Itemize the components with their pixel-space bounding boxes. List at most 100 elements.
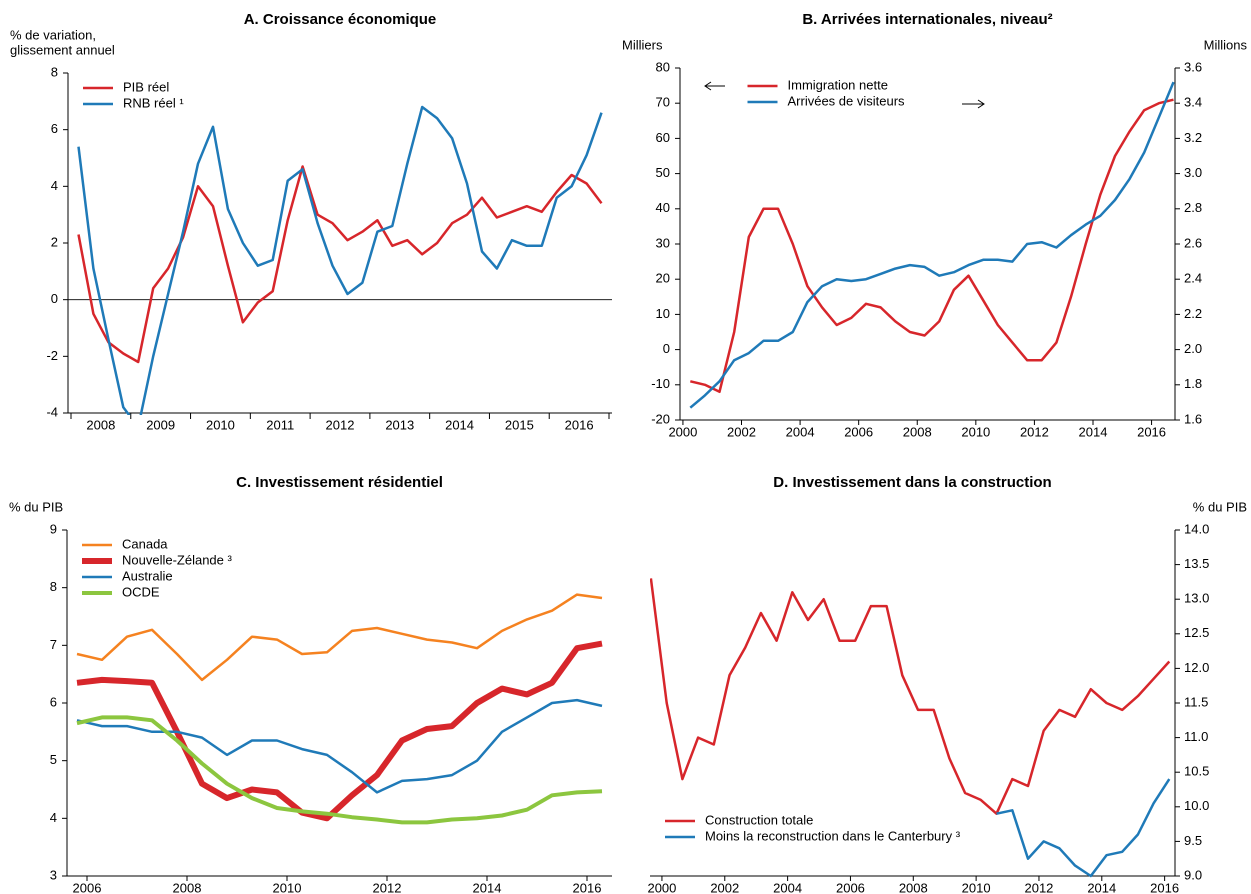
- series-line: [77, 165, 603, 364]
- y-tick-label: -20: [651, 411, 670, 426]
- arrow-right: [962, 99, 985, 109]
- y2-tick-label: 13.5: [1184, 556, 1209, 571]
- y2-tick-label: 14.0: [1184, 521, 1209, 536]
- plot-area: [77, 105, 603, 415]
- x-tick-label: 2004: [786, 424, 815, 439]
- y2-tick-label: 2.2: [1184, 306, 1202, 321]
- legend-label: Arrivées de visiteurs: [788, 93, 906, 108]
- plot-area: [650, 578, 1171, 878]
- y-tick-label: 50: [656, 165, 670, 180]
- y2-tick-label: 1.6: [1184, 411, 1202, 426]
- y2-tick-label: 2.0: [1184, 341, 1202, 356]
- arrow-left: [704, 81, 725, 91]
- y-tick-label: 30: [656, 235, 670, 250]
- y2-tick-label: 12.0: [1184, 660, 1209, 675]
- x-tick-label: 2004: [773, 880, 802, 894]
- y-tick-label: 0: [663, 341, 670, 356]
- x-tick-label: 2008: [903, 424, 932, 439]
- x-tick-label: 2014: [445, 417, 474, 432]
- y-tick-label: 2: [51, 234, 58, 249]
- series-line: [650, 578, 1171, 815]
- y-axis-label: Milliers: [622, 37, 663, 52]
- y2-axis-label: % du PIB: [1193, 499, 1247, 514]
- y2-tick-label: 10.0: [1184, 798, 1209, 813]
- x-tick-label: 2002: [710, 880, 739, 894]
- y2-tick-label: 12.5: [1184, 625, 1209, 640]
- x-tick-label: 2010: [273, 880, 302, 894]
- series-line: [76, 593, 603, 682]
- y-tick-label: 6: [51, 121, 58, 136]
- x-tick-label: 2016: [565, 417, 594, 432]
- y-tick-label: -4: [46, 404, 58, 419]
- x-tick-label: 2012: [1024, 880, 1053, 894]
- x-tick-label: 2002: [727, 424, 756, 439]
- legend-label: RNB réel ¹: [123, 95, 184, 110]
- x-tick-label: 2008: [86, 417, 115, 432]
- series-line: [77, 105, 603, 415]
- y-tick-label: 60: [656, 130, 670, 145]
- legend-label: Immigration nette: [788, 77, 888, 92]
- x-tick-label: 2009: [146, 417, 175, 432]
- x-tick-label: 2014: [473, 880, 502, 894]
- y-axis-label: % de variation,: [10, 27, 96, 42]
- y2-tick-label: 3.6: [1184, 59, 1202, 74]
- y2-tick-label: 9.0: [1184, 867, 1202, 882]
- y-tick-label: 8: [50, 579, 57, 594]
- x-tick-label: 2010: [962, 880, 991, 894]
- chart-title: C. Investissement résidentiel: [236, 474, 443, 491]
- x-tick-label: 2012: [373, 880, 402, 894]
- x-tick-label: 2010: [206, 417, 235, 432]
- y-tick-label: 40: [656, 200, 670, 215]
- series-line: [76, 640, 603, 822]
- x-tick-label: 2012: [326, 417, 355, 432]
- legend-label: Moins la reconstruction dans le Canterbu…: [705, 828, 961, 843]
- y2-tick-label: 13.0: [1184, 591, 1209, 606]
- y-tick-label: 70: [656, 95, 670, 110]
- legend-label: Canada: [122, 536, 168, 551]
- plot-area: [689, 81, 1175, 409]
- y-tick-label: 9: [50, 521, 57, 536]
- x-tick-label: 2015: [505, 417, 534, 432]
- y2-axis-label: Millions: [1204, 37, 1248, 52]
- x-tick-label: 2014: [1079, 424, 1108, 439]
- x-tick-label: 2016: [1137, 424, 1166, 439]
- x-tick-label: 2013: [385, 417, 414, 432]
- x-tick-label: 2014: [1087, 880, 1116, 894]
- y2-tick-label: 2.6: [1184, 235, 1202, 250]
- y-tick-label: 80: [656, 59, 670, 74]
- series-line: [76, 698, 603, 794]
- plot-area: [76, 593, 603, 825]
- x-tick-label: 2016: [1150, 880, 1179, 894]
- legend-label: OCDE: [122, 584, 160, 599]
- x-tick-label: 2012: [1020, 424, 1049, 439]
- x-tick-label: 2008: [899, 880, 928, 894]
- x-tick-label: 2006: [836, 880, 865, 894]
- x-tick-label: 2008: [173, 880, 202, 894]
- y2-tick-label: 11.5: [1184, 694, 1208, 709]
- legend-label: Australie: [122, 568, 173, 583]
- y2-tick-label: 10.5: [1184, 764, 1209, 779]
- legend-label: Nouvelle-Zélande ³: [122, 552, 233, 567]
- y-tick-label: 4: [50, 810, 57, 825]
- y2-tick-label: 3.4: [1184, 95, 1202, 110]
- chart-title: D. Investissement dans la construction: [773, 474, 1051, 491]
- y2-tick-label: 2.8: [1184, 200, 1202, 215]
- series-line: [689, 81, 1175, 409]
- legend-label: Construction totale: [705, 812, 813, 827]
- legend-arrows: [704, 81, 985, 109]
- x-tick-label: 2006: [73, 880, 102, 894]
- y-tick-label: -2: [46, 348, 58, 363]
- y-axis-label: glissement annuel: [10, 42, 115, 57]
- y2-tick-label: 11.0: [1184, 729, 1208, 744]
- series-line: [690, 98, 1174, 394]
- y2-tick-label: 2.4: [1184, 271, 1202, 286]
- x-tick-label: 2006: [844, 424, 873, 439]
- y-tick-label: 7: [50, 637, 57, 652]
- y-tick-label: 10: [656, 306, 670, 321]
- x-tick-label: 2010: [961, 424, 990, 439]
- x-tick-label: 2011: [266, 417, 294, 432]
- y2-tick-label: 9.5: [1184, 833, 1202, 848]
- x-tick-label: 2000: [647, 880, 676, 894]
- y-tick-label: 6: [50, 694, 57, 709]
